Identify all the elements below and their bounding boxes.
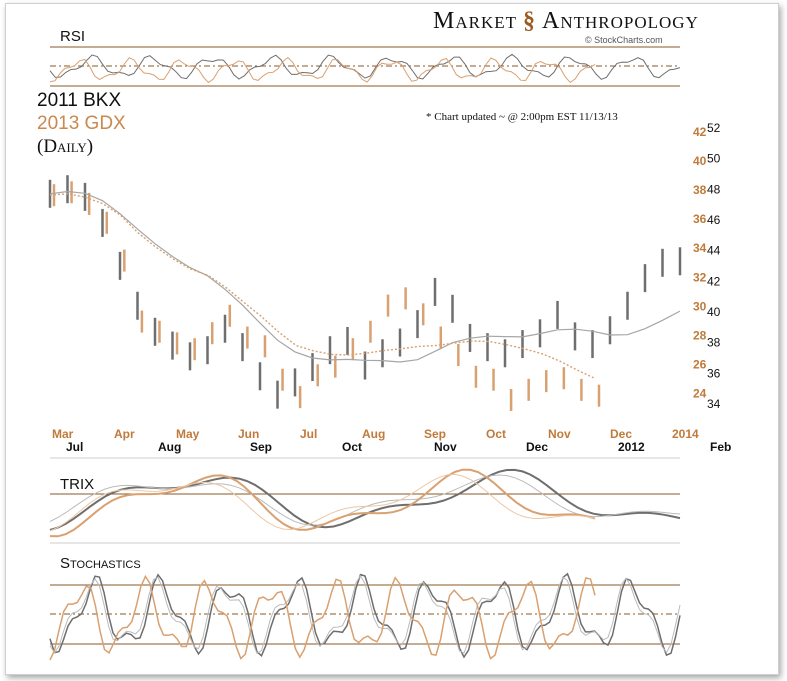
gdx-moving-average bbox=[49, 192, 596, 380]
stoch-bkx-line bbox=[49, 572, 681, 659]
gdx-axis-tick: 38 bbox=[693, 183, 707, 197]
gdx-axis-tick: 42 bbox=[693, 125, 707, 139]
trix-gdx-line bbox=[49, 468, 596, 538]
trix-bkx-signal bbox=[49, 474, 681, 526]
bkx-moving-average bbox=[49, 190, 681, 363]
gdx-axis-tick: 36 bbox=[693, 212, 707, 226]
legend-period: (Daily) bbox=[37, 136, 94, 157]
dna-icon: § bbox=[523, 8, 537, 34]
bkx-axis-tick: 36 bbox=[707, 366, 721, 380]
gdx-date-tick: Nov bbox=[548, 427, 571, 441]
gdx-axis-tick: 34 bbox=[693, 241, 707, 255]
gdx-date-tick: Jun bbox=[238, 427, 259, 441]
rsi-title: RSI bbox=[60, 28, 86, 45]
gdx-axis-tick: 26 bbox=[693, 357, 707, 371]
stoch-gdx-line bbox=[49, 574, 596, 661]
stoch-bkx-signal bbox=[49, 574, 681, 655]
gdx-date-tick: Dec bbox=[610, 427, 632, 441]
bkx-date-tick: Dec bbox=[526, 440, 548, 454]
gdx-axis-tick: 30 bbox=[693, 299, 707, 313]
legend-bkx: 2011 BKX bbox=[37, 90, 122, 111]
gdx-date-tick: Jul bbox=[300, 427, 317, 441]
gdx-date-tick: 2014 bbox=[672, 427, 699, 441]
bkx-axis-tick: 52 bbox=[707, 121, 721, 135]
bkx-date-tick: 2012 bbox=[618, 440, 645, 454]
trix-gdx-signal bbox=[49, 473, 596, 532]
trix-title: TRIX bbox=[60, 476, 95, 493]
bkx-date-tick: Jul bbox=[66, 440, 83, 454]
trix-bkx-line bbox=[49, 468, 681, 531]
rsi-bkx-line bbox=[49, 53, 681, 80]
bkx-date-tick: Oct bbox=[342, 440, 362, 454]
update-note: * Chart updated ~ @ 2:00pm EST 11/13/13 bbox=[426, 111, 618, 123]
gdx-axis-tick: 24 bbox=[693, 386, 707, 400]
bkx-axis-tick: 50 bbox=[707, 152, 721, 166]
bkx-date-tick: Sep bbox=[250, 440, 272, 454]
gdx-date-tick: Sep bbox=[424, 427, 446, 441]
bkx-date-tick: Feb bbox=[710, 440, 731, 454]
gdx-date-tick: Aug bbox=[362, 427, 385, 441]
bkx-axis-tick: 46 bbox=[707, 213, 721, 227]
rsi-gdx-line bbox=[49, 56, 596, 84]
brand-title-right: Anthropology bbox=[542, 8, 699, 34]
bkx-axis-tick: 42 bbox=[707, 274, 721, 288]
chart-frame bbox=[5, 3, 779, 675]
gdx-axis-tick: 28 bbox=[693, 328, 707, 342]
source-credit: © StockCharts.com bbox=[585, 35, 663, 45]
bkx-axis-tick: 44 bbox=[707, 244, 721, 258]
brand-title: Market § Anthropology bbox=[433, 8, 699, 35]
bkx-axis-tick: 48 bbox=[707, 182, 721, 196]
stochastics-title: Stochastics bbox=[60, 555, 141, 572]
gdx-date-tick: May bbox=[176, 427, 200, 441]
gdx-date-tick: Mar bbox=[52, 427, 74, 441]
bkx-axis-tick: 40 bbox=[707, 305, 721, 319]
brand-title-left: Market bbox=[433, 8, 518, 34]
gdx-axis-tick: 40 bbox=[693, 154, 707, 168]
gdx-date-tick: Apr bbox=[114, 427, 135, 441]
legend-gdx: 2013 GDX bbox=[37, 113, 126, 134]
bkx-axis-tick: 34 bbox=[707, 397, 721, 411]
bkx-date-tick: Nov bbox=[434, 440, 457, 454]
gdx-axis-tick: 32 bbox=[693, 270, 707, 284]
gdx-date-tick: Oct bbox=[486, 427, 506, 441]
bkx-date-tick: Aug bbox=[158, 440, 181, 454]
bkx-axis-tick: 38 bbox=[707, 336, 721, 350]
